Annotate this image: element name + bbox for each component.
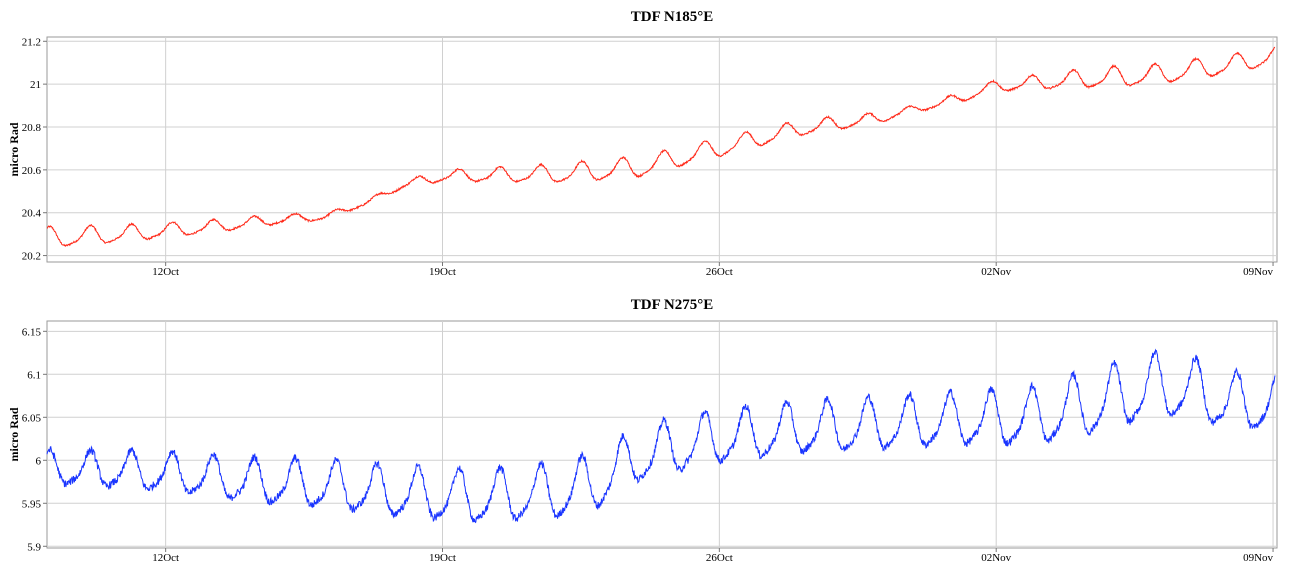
plot-area xyxy=(46,36,1278,263)
y-tick-label: 5.9 xyxy=(27,541,41,553)
y-tick-label: 6.05 xyxy=(22,412,42,424)
series-line-1 xyxy=(46,46,1276,247)
y-tick-label: 6 xyxy=(36,455,42,467)
chart-title: TDF N275°E xyxy=(631,297,714,313)
x-tick-label: 26Oct xyxy=(706,552,733,564)
y-tick-label: 20.6 xyxy=(22,165,42,177)
x-tick-label: 09Nov xyxy=(1243,266,1273,278)
y-tick-label: 6.15 xyxy=(22,326,42,338)
y-axis-label: micro Rad xyxy=(7,407,21,461)
x-tick-label: 02Nov xyxy=(981,552,1011,564)
x-tick-label: 19Oct xyxy=(429,266,456,278)
plot-area xyxy=(46,320,1278,549)
x-tick-label: 02Nov xyxy=(981,266,1011,278)
x-tick-label: 09Nov xyxy=(1243,552,1273,564)
y-tick-label: 21 xyxy=(30,79,41,91)
x-tick-label: 26Oct xyxy=(706,266,733,278)
y-tick-label: 6.1 xyxy=(27,369,41,381)
y-axis-label: micro Rad xyxy=(7,122,21,176)
chart-panel-1: TDF N185°E micro Rad 20.2 20.4 20.6 20.8 21 21.… xyxy=(7,9,1278,278)
y-tick-label: 20.8 xyxy=(22,122,42,134)
y-tick-label: 20.2 xyxy=(22,251,41,263)
x-tick-label: 12Oct xyxy=(152,552,179,564)
x-tick-label: 12Oct xyxy=(152,266,179,278)
series-line-1 xyxy=(46,348,1276,524)
x-tick-label: 19Oct xyxy=(429,552,456,564)
y-tick-label: 20.4 xyxy=(22,208,42,220)
y-tick-label: 5.95 xyxy=(22,498,42,510)
chart-panel-2: TDF N275°E micro Rad 5.9 5.95 6 6.05 6.1 6.15 12… xyxy=(7,297,1278,564)
y-tick-label: 21.2 xyxy=(22,36,41,48)
chart-title: TDF N185°E xyxy=(631,9,714,25)
